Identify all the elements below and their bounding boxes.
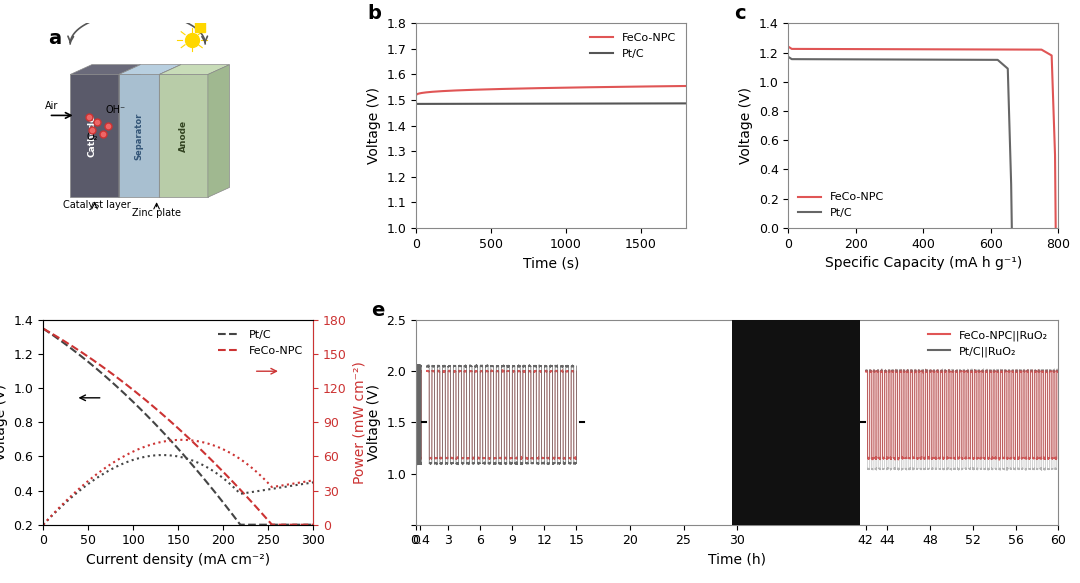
FeCo-NPC <box>37 325 50 332</box>
Pt/C <box>307 521 320 528</box>
Y-axis label: Voltage (V): Voltage (V) <box>739 87 753 164</box>
Pt/C <box>197 474 210 481</box>
Pt/C <box>555 100 568 107</box>
Line: FeCo-NPC: FeCo-NPC <box>788 47 1056 228</box>
Pt/C <box>570 100 583 107</box>
Y-axis label: Voltage (V): Voltage (V) <box>366 384 380 461</box>
Pt/C <box>1001 65 1014 72</box>
FeCo-NPC <box>555 84 568 91</box>
Pt/C <box>234 521 247 528</box>
Pt/C <box>198 475 211 482</box>
FeCo-NPC <box>679 83 692 90</box>
Polygon shape <box>207 65 229 197</box>
FeCo-NPC <box>409 93 422 100</box>
Text: c: c <box>734 4 746 23</box>
Text: b: b <box>367 4 381 23</box>
Pt/C <box>538 100 551 107</box>
Polygon shape <box>119 65 180 75</box>
FeCo-NPC <box>538 85 551 92</box>
Line: Pt/C: Pt/C <box>788 57 1012 228</box>
FeCo-NPC <box>307 521 320 528</box>
Polygon shape <box>119 65 140 197</box>
Polygon shape <box>119 75 160 197</box>
X-axis label: Specific Capacity (mA h g⁻¹): Specific Capacity (mA h g⁻¹) <box>825 257 1022 271</box>
Pt/C <box>409 100 422 107</box>
Legend: Pt/C, FeCo-NPC: Pt/C, FeCo-NPC <box>214 326 308 360</box>
X-axis label: Time (h): Time (h) <box>708 553 766 567</box>
FancyBboxPatch shape <box>732 310 861 525</box>
Text: Anode: Anode <box>179 120 188 152</box>
Pt/C <box>539 100 552 107</box>
Pt/C <box>38 326 51 333</box>
Text: Separator: Separator <box>135 112 144 160</box>
FeCo-NPC <box>673 83 686 90</box>
FeCo-NPC <box>570 84 583 91</box>
Text: Zinc plate: Zinc plate <box>132 208 181 217</box>
Polygon shape <box>160 65 229 75</box>
Text: a: a <box>49 30 62 48</box>
Pt/C <box>785 55 798 62</box>
FeCo-NPC <box>1049 152 1062 159</box>
FeCo-NPC <box>1035 46 1048 53</box>
Y-axis label: Power (mW cm⁻²): Power (mW cm⁻²) <box>352 361 366 484</box>
Pt/C <box>37 325 50 332</box>
Polygon shape <box>160 75 207 197</box>
Text: e: e <box>370 301 384 320</box>
Text: Cathode: Cathode <box>87 115 96 157</box>
Pt/C <box>202 480 215 487</box>
Pt/C <box>266 521 279 528</box>
Text: Catalyst layer: Catalyst layer <box>64 199 131 209</box>
Y-axis label: Voltage (V): Voltage (V) <box>0 384 8 461</box>
FeCo-NPC <box>282 521 295 528</box>
FeCo-NPC <box>265 520 278 527</box>
Polygon shape <box>70 65 140 75</box>
Pt/C <box>1005 224 1018 231</box>
Text: Air: Air <box>44 101 58 111</box>
FeCo-NPC <box>197 448 210 455</box>
Line: FeCo-NPC: FeCo-NPC <box>43 329 313 525</box>
Y-axis label: Voltage (V): Voltage (V) <box>366 87 380 164</box>
Line: FeCo-NPC: FeCo-NPC <box>416 86 686 96</box>
Pt/C <box>991 57 1004 64</box>
Pt/C <box>1004 181 1017 188</box>
FeCo-NPC <box>266 521 279 528</box>
Legend: FeCo-NPC||RuO₂, Pt/C||RuO₂: FeCo-NPC||RuO₂, Pt/C||RuO₂ <box>923 326 1053 361</box>
Pt/C <box>679 100 692 107</box>
FeCo-NPC <box>1050 224 1063 231</box>
Pt/C <box>282 521 295 528</box>
FeCo-NPC <box>198 449 211 456</box>
Legend: FeCo-NPC, Pt/C: FeCo-NPC, Pt/C <box>586 29 680 64</box>
Legend: FeCo-NPC, Pt/C: FeCo-NPC, Pt/C <box>794 188 888 222</box>
Text: O₂: O₂ <box>86 132 98 142</box>
Pt/C <box>782 54 795 61</box>
Polygon shape <box>70 75 119 197</box>
FeCo-NPC <box>38 325 51 332</box>
FeCo-NPC <box>785 45 798 52</box>
FeCo-NPC <box>1045 52 1058 59</box>
Line: Pt/C: Pt/C <box>43 329 313 525</box>
Polygon shape <box>160 65 180 197</box>
FeCo-NPC <box>631 83 644 90</box>
Pt/C <box>673 100 686 107</box>
X-axis label: Current density (mA cm⁻²): Current density (mA cm⁻²) <box>86 553 270 567</box>
FeCo-NPC <box>782 43 795 50</box>
X-axis label: Time (s): Time (s) <box>523 257 579 271</box>
Text: OH⁻: OH⁻ <box>106 106 125 115</box>
FeCo-NPC <box>539 85 552 92</box>
FeCo-NPC <box>202 454 215 461</box>
Pt/C <box>631 100 644 107</box>
